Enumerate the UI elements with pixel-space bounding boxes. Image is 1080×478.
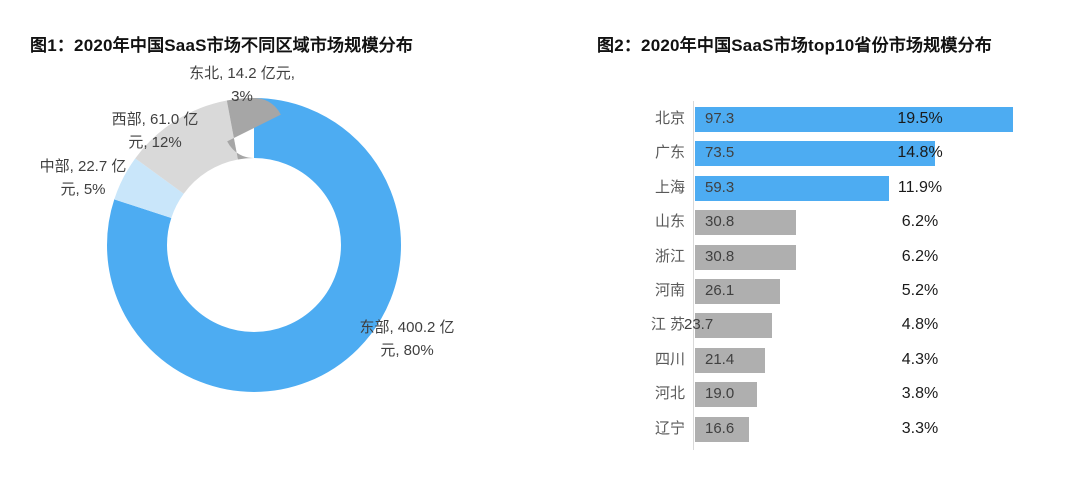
donut-label-line2: 3% bbox=[231, 88, 253, 105]
bar-row: 北京 97.3 19.5% bbox=[600, 102, 1070, 136]
province-bar-chart: 北京 97.3 19.5% 广东 73.5 14.8% 上海 59.3 11.9% 山东 30.8 6… bbox=[600, 102, 1070, 450]
bar-value-label: 21.4 bbox=[705, 350, 735, 368]
province-label: 浙江 bbox=[654, 247, 685, 265]
percent-label: 14.8% bbox=[897, 144, 943, 162]
bar-value-label: 73.5 bbox=[705, 144, 735, 162]
percent-label: 5.2% bbox=[901, 282, 939, 299]
donut-label: 东北, 14.2 亿元, 3% bbox=[154, 62, 330, 108]
percent-label: 3.8% bbox=[901, 385, 939, 403]
percent-label: 11.9% bbox=[897, 178, 943, 196]
bar-row: 河南 26.1 5.2% bbox=[600, 274, 1070, 308]
bar-row: 江 苏 23.7 4.8% bbox=[600, 308, 1070, 342]
donut-label-line1: 西部, 61.0 亿 bbox=[111, 111, 199, 128]
bar-value-label: 16.6 bbox=[705, 419, 735, 437]
donut-label-line2: 元, 5% bbox=[60, 181, 106, 198]
bar-value-label: 97.3 bbox=[705, 110, 735, 127]
bar-row: 四川 21.4 4.3% bbox=[600, 343, 1070, 377]
value-bar: 73.5 bbox=[695, 141, 935, 167]
province-label: 山东 bbox=[654, 213, 685, 231]
donut-slice bbox=[107, 98, 401, 392]
bar-value-label: 26.1 bbox=[705, 282, 735, 299]
bar-value-label: 23.7 bbox=[684, 316, 714, 334]
region-donut-chart bbox=[107, 98, 401, 392]
province-label: 广东 bbox=[654, 144, 685, 162]
value-bar: 30.8 bbox=[695, 244, 796, 270]
value-bar: 16.6 bbox=[695, 416, 749, 442]
province-label: 北京 bbox=[654, 110, 685, 127]
bar-chart-axis-line bbox=[693, 101, 694, 450]
province-label: 河北 bbox=[654, 385, 685, 403]
figure1-title: 图1：2020年中国SaaS市场不同区域市场规模分布 bbox=[30, 36, 414, 55]
value-bar: 21.4 bbox=[695, 347, 765, 373]
value-bar: 30.8 bbox=[695, 210, 796, 236]
bar-value-label: 30.8 bbox=[705, 213, 735, 231]
value-bar: 23.7 bbox=[684, 313, 772, 339]
donut-label-line1: 东部, 400.2 亿 bbox=[359, 319, 455, 336]
province-label: 河南 bbox=[654, 282, 685, 299]
donut-label-line1: 东北, 14.2 亿元, bbox=[189, 65, 295, 82]
percent-label: 4.3% bbox=[901, 350, 939, 368]
province-label: 辽宁 bbox=[654, 419, 685, 437]
percent-label: 19.5% bbox=[897, 110, 943, 127]
donut-label-line2: 元, 80% bbox=[380, 342, 434, 359]
percent-label: 6.2% bbox=[901, 213, 939, 231]
donut-label: 中部, 22.7 亿元, 5% bbox=[8, 155, 158, 201]
percent-label: 6.2% bbox=[901, 247, 939, 265]
province-label: 四川 bbox=[654, 350, 685, 368]
value-bar: 97.3 bbox=[695, 107, 1013, 132]
province-label: 江 苏 bbox=[650, 316, 685, 334]
donut-label-line1: 中部, 22.7 亿 bbox=[39, 158, 127, 175]
value-bar: 59.3 bbox=[695, 175, 889, 201]
bar-row: 辽宁 16.6 3.3% bbox=[600, 412, 1070, 446]
province-label: 上海 bbox=[654, 178, 685, 196]
donut-label: 西部, 61.0 亿元, 12% bbox=[78, 108, 232, 154]
figure2-title: 图2：2020年中国SaaS市场top10省份市场规模分布 bbox=[597, 36, 992, 55]
percent-label: 4.8% bbox=[901, 316, 939, 334]
bar-row: 广东 73.5 14.8% bbox=[600, 136, 1070, 170]
bar-value-label: 59.3 bbox=[705, 178, 735, 196]
bar-value-label: 19.0 bbox=[705, 385, 735, 403]
percent-label: 3.3% bbox=[901, 419, 939, 437]
donut-label-line2: 元, 12% bbox=[128, 134, 182, 151]
bar-row: 浙江 30.8 6.2% bbox=[600, 240, 1070, 274]
bar-row: 山东 30.8 6.2% bbox=[600, 205, 1070, 239]
donut-label: 东部, 400.2 亿元, 80% bbox=[333, 316, 481, 362]
value-bar: 26.1 bbox=[695, 279, 780, 304]
value-bar: 19.0 bbox=[695, 382, 757, 408]
bar-value-label: 30.8 bbox=[705, 247, 735, 265]
bar-row: 上海 59.3 11.9% bbox=[600, 171, 1070, 205]
bar-row: 河北 19.0 3.8% bbox=[600, 377, 1070, 411]
